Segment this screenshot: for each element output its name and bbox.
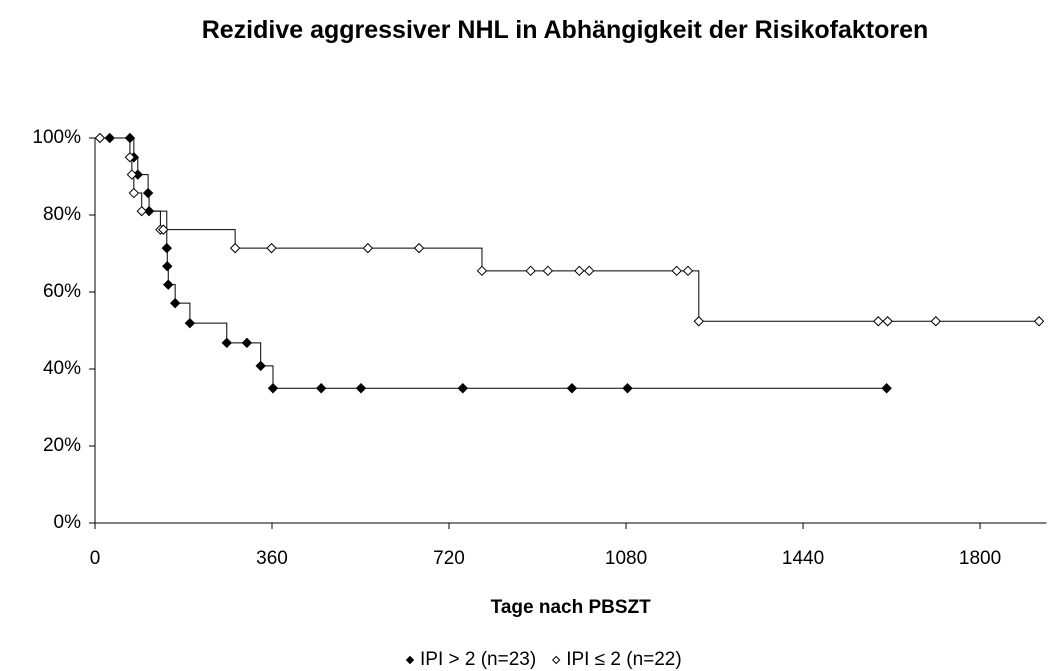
marker (142, 187, 154, 199)
marker (566, 383, 578, 394)
marker (362, 242, 374, 254)
y-tick-label: 80% (43, 204, 81, 225)
marker (881, 383, 892, 394)
legend-marker (551, 655, 561, 665)
marker (241, 337, 253, 349)
marker (161, 242, 172, 254)
marker (315, 383, 327, 394)
marker (184, 317, 196, 329)
marker (267, 383, 279, 394)
x-tick-label: 360 (256, 548, 288, 569)
marker (457, 383, 468, 394)
marker (583, 265, 595, 277)
y-tick-label: 100% (32, 127, 81, 148)
legend-marker (405, 655, 415, 665)
marker (94, 132, 106, 144)
y-tick-label: 20% (43, 435, 81, 456)
marker (671, 265, 682, 277)
marker (128, 187, 140, 199)
legend-label: IPI > 2 (n=23) (420, 649, 536, 670)
marker (930, 316, 942, 327)
marker (158, 224, 169, 235)
marker (882, 316, 893, 327)
marker (229, 242, 241, 254)
marker (542, 265, 554, 277)
x-tick-label: 1080 (605, 548, 647, 569)
step-line (99, 137, 1040, 322)
marker (622, 383, 633, 394)
marker (682, 265, 694, 277)
marker (163, 279, 174, 290)
chart-title: Rezidive aggressiver NHL in Abhängigkeit… (201, 16, 929, 44)
marker (126, 169, 138, 180)
marker (255, 360, 266, 372)
marker (1033, 316, 1045, 327)
x-tick-label: 720 (433, 548, 465, 569)
marker (693, 316, 705, 327)
marker (574, 265, 585, 277)
marker (476, 265, 488, 277)
marker (873, 316, 884, 327)
y-tick-label: 40% (43, 358, 81, 379)
marker (124, 152, 136, 163)
marker (266, 242, 277, 254)
marker (162, 260, 173, 272)
marker (413, 242, 425, 254)
marker (355, 383, 367, 394)
x-tick-label: 1800 (959, 548, 1001, 569)
x-tick-label: 1440 (782, 548, 824, 569)
step-line (109, 137, 887, 389)
marker (525, 265, 536, 277)
y-tick-label: 0% (54, 512, 82, 533)
marker (169, 297, 181, 309)
x-tick-label: 0 (90, 548, 101, 569)
x-axis-label: Tage nach PBSZT (491, 597, 652, 618)
marker (136, 205, 147, 217)
legend-label: IPI ≤ 2 (n=22) (566, 649, 682, 670)
marker (221, 337, 232, 349)
y-tick-label: 60% (43, 281, 81, 302)
